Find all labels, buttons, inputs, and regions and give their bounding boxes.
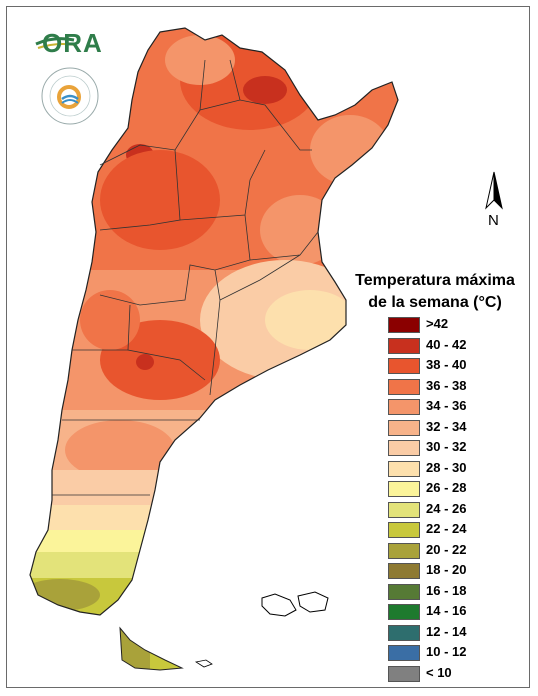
legend-swatch: [388, 604, 420, 620]
legend-swatch: [388, 440, 420, 456]
legend-swatch: [388, 563, 420, 579]
malvinas-islands: [261, 591, 329, 617]
legend-label: 24 - 26: [426, 500, 467, 516]
tierra-del-fuego: [120, 628, 182, 670]
legend-swatch: [388, 378, 420, 395]
legend-label: 14 - 16: [426, 603, 467, 618]
legend-label: 34 - 36: [426, 398, 467, 413]
legend-label: 12 - 14: [426, 623, 467, 639]
legend-swatch: [388, 542, 420, 559]
legend-swatch: [388, 317, 420, 333]
legend-label: 26 - 28: [426, 480, 467, 495]
legend-swatch: [388, 399, 420, 415]
legend-label: 36 - 38: [426, 377, 467, 393]
legend-label: >42: [426, 316, 449, 331]
legend-swatch: [388, 665, 420, 682]
province-borders: [52, 59, 319, 496]
legend-label: 16 - 18: [426, 582, 467, 598]
legend-swatch: [388, 583, 420, 600]
north-arrow-icon: [485, 171, 503, 210]
staten-island: [194, 659, 213, 668]
legend-swatch: [388, 501, 420, 518]
legend-swatch: [388, 358, 420, 374]
legend-swatch: [388, 645, 420, 661]
legend-label: 40 - 42: [426, 336, 467, 352]
legend-label: < 10: [426, 664, 452, 680]
legend-label: 32 - 34: [426, 418, 467, 434]
smn-seal-icon: [41, 67, 99, 125]
map-frame: [6, 6, 530, 688]
north-arrow: N: [480, 170, 514, 230]
country-outline: [29, 27, 399, 616]
legend-label: 30 - 32: [426, 439, 467, 454]
legend-label: 10 - 12: [426, 644, 467, 659]
legend-label: 28 - 30: [426, 459, 467, 475]
legend-swatch: [388, 522, 420, 538]
legend-swatch: [388, 481, 420, 497]
legend-label: 20 - 22: [426, 541, 467, 557]
legend-swatch: [388, 460, 420, 477]
ora-logo: ORA: [34, 26, 106, 62]
ora-logo-text: ORA: [42, 28, 103, 58]
north-label: N: [488, 212, 499, 229]
legend-swatch: [388, 419, 420, 436]
legend-title-line2: de la semana (°C): [368, 294, 502, 311]
smn-seal: [40, 66, 100, 126]
legend-label: 22 - 24: [426, 521, 467, 536]
legend-label: 38 - 40: [426, 357, 467, 372]
legend-label: 18 - 20: [426, 562, 467, 577]
legend-title: Temperatura máxima de la semana (°C): [330, 270, 538, 314]
ora-logo-icon: [35, 37, 77, 49]
legend-swatch: [388, 624, 420, 641]
legend-title-line1: Temperatura máxima: [355, 272, 515, 289]
legend-swatch: [388, 337, 420, 354]
